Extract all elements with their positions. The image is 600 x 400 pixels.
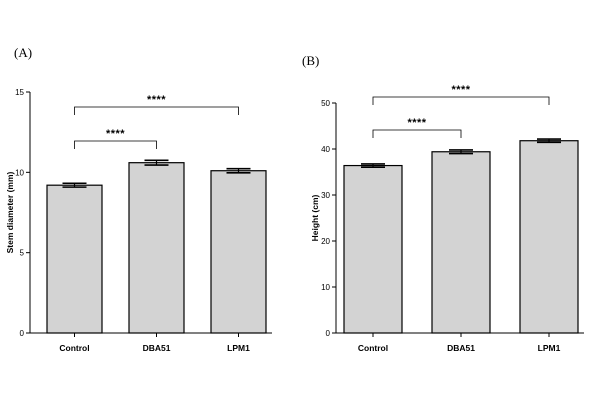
y-tick-label: 50 — [321, 99, 330, 108]
significance-bracket — [74, 106, 239, 115]
significance-label: **** — [147, 94, 166, 106]
panel-label: (A) — [14, 45, 32, 60]
y-tick-label: 5 — [20, 249, 25, 258]
bar-control — [46, 184, 103, 334]
bar-dba51 — [431, 151, 491, 334]
x-tick-label: LPM1 — [538, 343, 561, 353]
bar-dba51 — [128, 162, 185, 334]
panel-a-chart: (A) 0 5 10 15 Stem diameter (mm) Control DBA51 L… — [5, 45, 272, 353]
x-tick-label: DBA51 — [143, 343, 171, 353]
x-tick-label: Control — [59, 343, 89, 353]
significance-bracket — [372, 96, 550, 105]
y-axis-title: Stem diameter (mm) — [5, 171, 15, 253]
significance-label: **** — [451, 84, 470, 96]
panel-label: (B) — [302, 53, 319, 68]
y-tick-label: 10 — [321, 283, 330, 292]
bar-lpm1 — [519, 140, 579, 334]
y-tick-label: 10 — [15, 168, 24, 177]
panel-b-chart: (B) 0 10 20 30 40 50 Height (cm) Control DBA51 LPM… — [302, 53, 584, 353]
y-tick-label: 40 — [321, 145, 330, 154]
significance-bracket — [372, 129, 462, 138]
x-tick-label: Control — [358, 343, 388, 353]
y-tick-label: 0 — [20, 329, 25, 338]
x-tick-label: LPM1 — [227, 343, 250, 353]
significance-bracket — [74, 140, 157, 149]
y-tick-label: 0 — [326, 329, 331, 338]
x-tick-label: DBA51 — [447, 343, 475, 353]
y-tick-label: 30 — [321, 191, 330, 200]
bar-lpm1 — [210, 170, 267, 334]
y-axis-title: Height (cm) — [310, 194, 320, 241]
bar-control — [343, 164, 403, 334]
y-tick-label: 15 — [15, 88, 24, 97]
significance-label: **** — [407, 117, 426, 129]
y-tick-label: 20 — [321, 237, 330, 246]
significance-label: **** — [106, 128, 125, 140]
